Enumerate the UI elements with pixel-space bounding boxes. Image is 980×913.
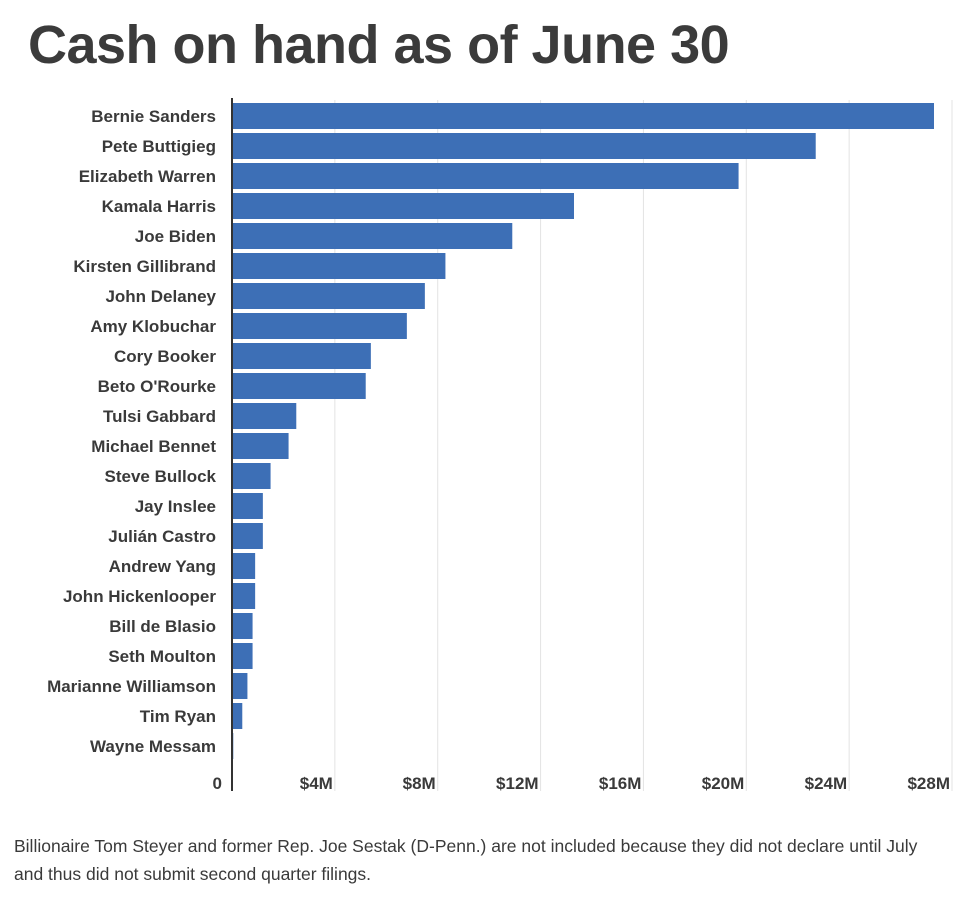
category-label: Wayne Messam [90, 737, 216, 756]
x-tick-label: $4M [300, 774, 333, 793]
category-label: Marianne Williamson [47, 677, 216, 696]
bar [233, 613, 253, 639]
bars [233, 103, 934, 759]
x-tick-label: $28M [907, 774, 950, 793]
category-label: Jay Inslee [135, 497, 216, 516]
bar [233, 643, 253, 669]
category-label: Tulsi Gabbard [103, 407, 216, 426]
category-label: Andrew Yang [109, 557, 216, 576]
bar [233, 523, 263, 549]
category-label: Kirsten Gillibrand [73, 257, 216, 276]
category-label: Bernie Sanders [91, 107, 216, 126]
x-tick-label: $8M [403, 774, 436, 793]
category-label: John Hickenlooper [63, 587, 216, 606]
category-label: Michael Bennet [91, 437, 216, 456]
x-tick-label: $20M [702, 774, 745, 793]
bar [233, 253, 446, 279]
bar [233, 283, 425, 309]
bar [233, 493, 263, 519]
bar [233, 103, 934, 129]
bar [233, 373, 366, 399]
x-tick-label: $12M [496, 774, 539, 793]
bar [233, 163, 739, 189]
category-label: John Delaney [105, 287, 216, 306]
bar [233, 433, 289, 459]
bar [233, 133, 816, 159]
category-label: Seth Moulton [108, 647, 216, 666]
category-label: Bill de Blasio [109, 617, 216, 636]
bar [233, 343, 371, 369]
category-label: Kamala Harris [102, 197, 216, 216]
bar [233, 583, 256, 609]
footnote: Billionaire Tom Steyer and former Rep. J… [14, 836, 918, 884]
category-label: Julián Castro [108, 527, 216, 546]
category-label: Amy Klobuchar [90, 317, 216, 336]
bar [233, 463, 271, 489]
x-tick-label: $16M [599, 774, 642, 793]
x-tick-label: 0 [213, 774, 222, 793]
x-tick-label: $24M [805, 774, 848, 793]
category-label: Pete Buttigieg [102, 137, 216, 156]
bar [233, 223, 513, 249]
bar [233, 403, 297, 429]
category-label: Joe Biden [135, 227, 216, 246]
category-label: Beto O'Rourke [98, 377, 216, 396]
bar [233, 553, 256, 579]
x-tick-labels: 0 $4M $8M $12M $16M $20M $24M $28M [213, 774, 950, 793]
category-label: Elizabeth Warren [79, 167, 216, 186]
bar [233, 193, 574, 219]
bar [233, 673, 248, 699]
bar [233, 313, 407, 339]
bar [233, 703, 243, 729]
category-labels: Bernie Sanders Pete Buttigieg Elizabeth Wa… [47, 107, 216, 756]
category-label: Steve Bullock [105, 467, 217, 486]
category-label: Tim Ryan [140, 707, 216, 726]
bar-chart: Bernie Sanders Pete Buttigieg Elizabeth Wa… [47, 98, 953, 793]
category-label: Cory Booker [114, 347, 216, 366]
chart-title: Cash on hand as of June 30 [28, 15, 730, 75]
